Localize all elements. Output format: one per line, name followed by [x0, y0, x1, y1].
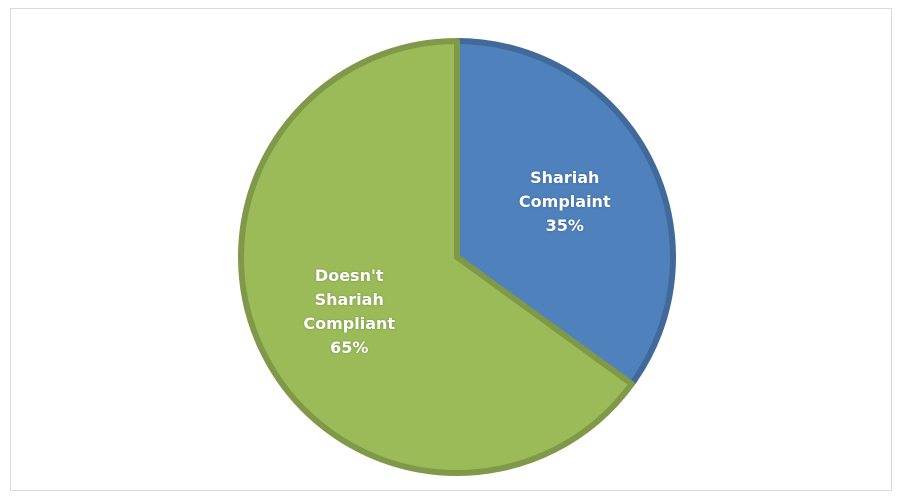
data-label: Doesn't Shariah Compliant 65%	[269, 264, 429, 360]
category-label: Shariah Complaint	[518, 168, 611, 212]
pie-slice	[238, 38, 635, 476]
value-label: 65%	[330, 337, 369, 357]
data-label: Shariah Complaint 35%	[485, 166, 645, 238]
category-label: Doesn't Shariah Compliant	[303, 265, 396, 333]
pie-slice	[454, 38, 676, 387]
chart-frame	[10, 8, 892, 491]
value-label: 35%	[545, 216, 584, 236]
